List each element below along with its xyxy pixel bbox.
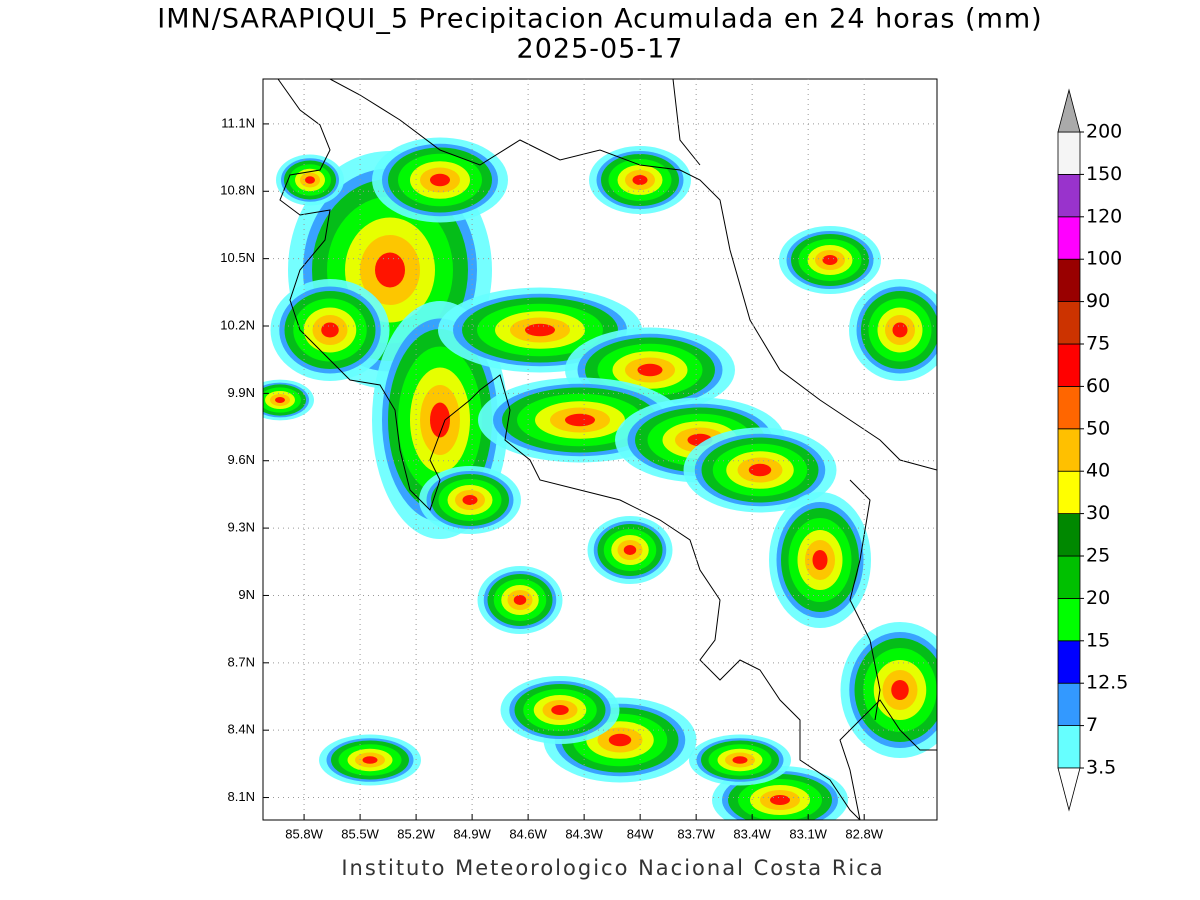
y-tick-label: 9.6N	[228, 452, 255, 467]
rain-cell	[892, 322, 908, 338]
colorbar-label: 200	[1086, 121, 1122, 143]
rain-cell	[430, 173, 450, 187]
y-tick-label: 10.5N	[220, 250, 255, 265]
rain-cell	[305, 176, 315, 184]
x-tick-label: 83.7W	[677, 826, 715, 841]
x-tick-label: 85.2W	[397, 826, 435, 841]
colorbar-label: 12.5	[1086, 672, 1128, 694]
rain-cell	[513, 595, 527, 605]
rain-cell	[608, 733, 632, 747]
colorbar-segment	[1057, 173, 1081, 218]
colorbar-label: 100	[1086, 248, 1122, 270]
subtitle: 2025-05-17	[517, 34, 684, 65]
colorbar-label: 40	[1086, 460, 1110, 482]
colorbar-label: 3.5	[1086, 757, 1116, 779]
rain-cell	[891, 680, 909, 700]
colorbar-segment	[1057, 428, 1081, 472]
colorbar-segment	[1057, 555, 1081, 599]
y-tick-label: 10.2N	[220, 317, 255, 332]
rain-cell	[362, 756, 378, 764]
colorbar-label: 25	[1086, 545, 1110, 567]
footer: Instituto Meteorologico Nacional Costa R…	[341, 856, 884, 880]
y-tick-label: 9.3N	[228, 520, 255, 535]
x-tick-label: 82.8W	[845, 826, 883, 841]
y-tick-label: 8.1N	[228, 789, 255, 804]
rain-cell	[623, 545, 637, 555]
colorbar-label: 15	[1086, 629, 1110, 651]
colorbar-segment	[1057, 343, 1081, 387]
x-tick-label: 85.5W	[341, 826, 379, 841]
colorbar-segment	[1057, 513, 1081, 557]
y-tick-label: 11.1N	[221, 115, 255, 130]
rain-cell	[321, 322, 339, 338]
x-tick-label: 83.4W	[733, 826, 771, 841]
colorbar-segment	[1057, 470, 1081, 515]
colorbar-segment	[1057, 258, 1081, 303]
rain-cell	[822, 255, 838, 265]
rain-cell	[462, 495, 478, 505]
rain-cell	[565, 413, 595, 427]
rain-cell	[748, 463, 772, 477]
colorbar-segment	[1057, 301, 1081, 345]
colorbar-segment	[1057, 725, 1081, 769]
colorbar-segment	[1057, 131, 1081, 175]
x-tick-label: 83.1W	[789, 826, 827, 841]
coastline	[277, 79, 937, 820]
colorbar-segment	[1057, 682, 1081, 727]
x-tick-label: 84.9W	[453, 826, 491, 841]
colorbar-label: 75	[1086, 333, 1110, 355]
colorbar-label: 30	[1086, 502, 1110, 524]
colorbar-label: 150	[1086, 163, 1122, 185]
colorbar-label: 20	[1086, 587, 1110, 609]
x-tick-label: 84.3W	[565, 826, 603, 841]
rain-cell	[275, 397, 285, 403]
map-frame	[262, 78, 938, 821]
colorbar-segment	[1057, 385, 1081, 430]
rain-cell	[551, 705, 569, 715]
rain-cell	[375, 252, 405, 288]
rain-cell	[732, 756, 748, 764]
rain-cell	[525, 323, 555, 337]
colorbar-label: 90	[1086, 290, 1110, 312]
colorbar-label: 120	[1086, 205, 1122, 227]
x-tick-label: 84W	[627, 826, 654, 841]
title: IMN/SARAPIQUI_5 Precipitacion Acumulada …	[157, 4, 1042, 35]
colorbar-segment	[1057, 216, 1081, 260]
x-tick-label: 85.8W	[285, 826, 323, 841]
y-tick-label: 10.8N	[220, 183, 255, 198]
colorbar-label: 50	[1086, 417, 1110, 439]
y-tick-label: 8.4N	[228, 722, 255, 737]
rain-cell	[770, 795, 790, 805]
x-tick-label: 84.6W	[509, 826, 547, 841]
colorbar-label: 7	[1086, 714, 1098, 736]
colorbar-over	[1057, 88, 1081, 133]
colorbar-under	[1057, 767, 1081, 812]
colorbar-segment	[1057, 598, 1081, 642]
colorbar-label: 60	[1086, 375, 1110, 397]
rain-cell	[430, 402, 450, 438]
y-tick-label: 9.9N	[228, 385, 255, 400]
rain-cell	[637, 363, 663, 377]
y-tick-label: 8.7N	[228, 654, 255, 669]
rain-cell	[812, 550, 828, 570]
y-tick-label: 9N	[238, 587, 255, 602]
colorbar-segment	[1057, 640, 1081, 684]
precipitation-field	[263, 137, 937, 820]
